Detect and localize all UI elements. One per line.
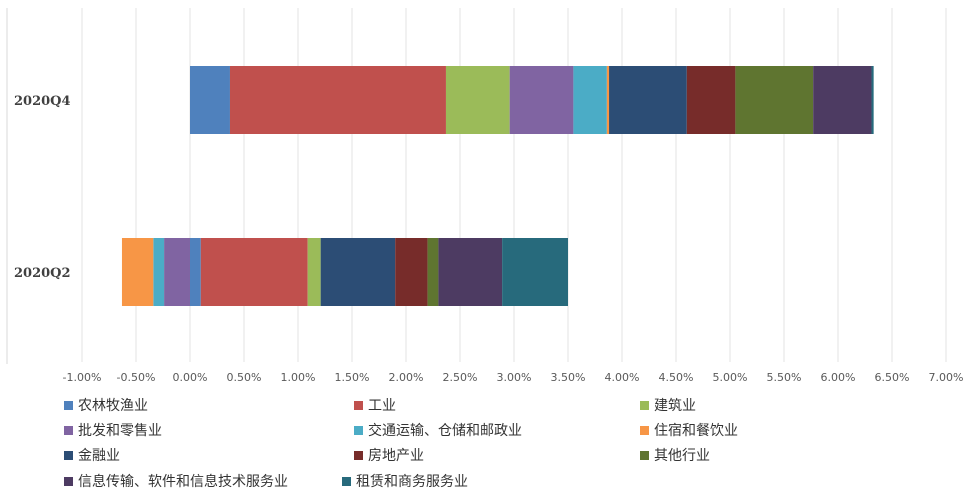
legend-swatch [640, 425, 649, 435]
bar-segment [164, 238, 190, 306]
legend-swatch [640, 450, 649, 460]
legend-label: 批发和零售业 [78, 423, 162, 439]
legend-swatch [64, 425, 73, 435]
legend-swatch [64, 476, 73, 486]
x-tick-label: -0.50% [117, 371, 156, 384]
bar-segment [229, 66, 446, 134]
legend-item: 其他行业 [640, 445, 710, 465]
x-tick-label: -1.00% [63, 371, 102, 384]
legend-swatch [64, 400, 73, 410]
bar-segment [190, 66, 230, 134]
bar-segment [871, 66, 874, 134]
x-tick-label: 3.00% [497, 371, 532, 384]
bar-segment [609, 66, 687, 134]
legend-item: 交通运输、仓储和邮政业 [354, 420, 522, 440]
bar-segment [502, 238, 568, 306]
legend-label: 信息传输、软件和信息技术服务业 [78, 474, 288, 490]
legend-swatch [342, 476, 351, 486]
chart-plot: -1.00% -0.50% 0.00% 0.50% 1.00% 1.50% 2.00% 2.5… [6, 8, 964, 384]
x-tick-label: 0.00% [173, 371, 208, 384]
x-tick-label: 2.50% [443, 371, 478, 384]
x-tick-label: 5.50% [767, 371, 802, 384]
bar-segment [573, 66, 607, 134]
legend-label: 金融业 [78, 448, 120, 464]
legend-label: 房地产业 [368, 448, 424, 464]
bar-segment [813, 66, 872, 134]
legend-label: 建筑业 [654, 398, 696, 414]
x-tick-label: 6.00% [821, 371, 856, 384]
x-tick-label: 5.00% [713, 371, 748, 384]
legend-swatch [64, 450, 73, 460]
x-tick-label: 7.00% [929, 371, 964, 384]
legend-label: 农林牧渔业 [78, 398, 148, 414]
legend-label: 其他行业 [654, 448, 710, 464]
bar-segment [190, 238, 201, 306]
bar-segment [735, 66, 814, 134]
legend-item: 建筑业 [640, 395, 696, 415]
bar-segment [445, 66, 510, 134]
legend-swatch [354, 450, 363, 460]
legend-label: 租赁和商务服务业 [356, 474, 468, 490]
bar-segment [509, 66, 574, 134]
x-tick-label: 3.50% [551, 371, 586, 384]
x-tick-label: 6.50% [875, 371, 910, 384]
bar-segment [121, 238, 154, 306]
category-label: 2020Q2 [14, 266, 71, 281]
bar-segment [686, 66, 736, 134]
x-tick-label: 4.50% [659, 371, 694, 384]
legend-item: 工业 [354, 395, 396, 415]
bar-segment [427, 238, 439, 306]
bar-segment [606, 66, 610, 134]
legend-item: 房地产业 [354, 445, 424, 465]
category-label: 2020Q4 [14, 94, 71, 109]
legend-item: 租赁和商务服务业 [342, 471, 468, 491]
bar-segment [320, 238, 396, 306]
legend-swatch [354, 400, 363, 410]
legend-label: 交通运输、仓储和邮政业 [368, 423, 522, 439]
x-tick-label: 4.00% [605, 371, 640, 384]
x-tick-label: 2.00% [389, 371, 424, 384]
legend-item: 信息传输、软件和信息技术服务业 [64, 471, 288, 491]
legend-swatch [640, 400, 649, 410]
x-tick-label: 0.50% [227, 371, 262, 384]
legend-swatch [354, 425, 363, 435]
legend-item: 农林牧渔业 [64, 395, 148, 415]
bar-segment [153, 238, 165, 306]
legend-item: 金融业 [64, 445, 120, 465]
x-tick-label: 1.00% [281, 371, 316, 384]
bar-segment [395, 238, 428, 306]
legend-label: 工业 [368, 398, 396, 414]
legend-label: 住宿和餐饮业 [654, 423, 738, 439]
bar-segment [200, 238, 308, 306]
bar-segment [307, 238, 321, 306]
legend-item: 批发和零售业 [64, 420, 162, 440]
legend-item: 住宿和餐饮业 [640, 420, 738, 440]
x-tick-label: 1.50% [335, 371, 370, 384]
bar-segment [438, 238, 503, 306]
